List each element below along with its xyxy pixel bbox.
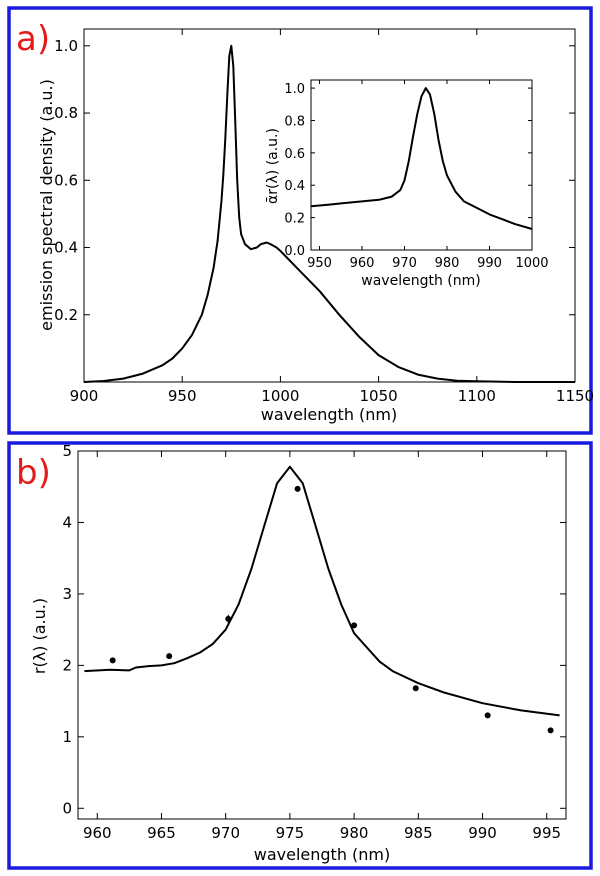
panel-a-xtick-label: 950 bbox=[168, 387, 197, 405]
measured-point bbox=[484, 712, 491, 719]
measured-point bbox=[166, 653, 173, 660]
panel-a-plot: 900 950 1000 1050 1100 1150 0.2 0.4 0.6 0.8 1.0 wa… bbox=[37, 28, 594, 424]
inset-ytick-label: 0.2 bbox=[284, 212, 305, 227]
inset-axes bbox=[310, 79, 533, 251]
panel-a-ylabel: emission spectral density (a.u.) bbox=[37, 79, 56, 331]
panel-a-xtick-label: 1000 bbox=[261, 387, 299, 405]
panel-b-xtick-label: 960 bbox=[83, 824, 112, 842]
panel-b-xtick-label: 985 bbox=[404, 824, 433, 842]
measured-point bbox=[351, 622, 358, 629]
panel-b-ytick-label: 1 bbox=[62, 728, 72, 746]
measured-point bbox=[109, 657, 116, 664]
inset-xtick-label: 950 bbox=[307, 256, 332, 271]
panel-b-xtick-label: 995 bbox=[532, 824, 561, 842]
measured-point bbox=[225, 615, 232, 622]
panel-a-ytick-label: 0.6 bbox=[54, 171, 78, 189]
panel-a-xtick-label: 1100 bbox=[458, 387, 496, 405]
emission-curve bbox=[83, 44, 575, 383]
panel-a-axes bbox=[83, 28, 576, 383]
inset-ylabel: ᾱr(λ) (a.u.) bbox=[265, 128, 281, 204]
panel-b-ytick-label: 0 bbox=[62, 799, 72, 817]
panel-b-ytick-label: 3 bbox=[62, 585, 72, 603]
inset-ytick-label: 0.0 bbox=[284, 244, 305, 259]
panel-b-xtick-label: 970 bbox=[211, 824, 240, 842]
panel-b-ytick-label: 2 bbox=[62, 656, 72, 674]
panel-a-xtick-label: 1150 bbox=[556, 387, 594, 405]
panel-a-ytick-label: 0.4 bbox=[54, 239, 78, 257]
panel-a-ticks: 900 950 1000 1050 1100 1150 0.2 0.4 0.6 0.8 1.0 bbox=[54, 29, 594, 405]
alpha-curve bbox=[310, 87, 533, 230]
panel-a-xtick-label: 1050 bbox=[360, 387, 398, 405]
panel-a-label: a) bbox=[16, 19, 50, 59]
inset-ytick-label: 0.6 bbox=[284, 147, 305, 162]
inset-xtick-label: 980 bbox=[435, 256, 460, 271]
panel-a-xtick-label: 900 bbox=[70, 387, 99, 405]
inset-ticks: 950 960 970 980 990 1000 0.0 0.2 0.4 0.6 0.8 1.0 bbox=[284, 80, 549, 271]
panel-b-ticks: 960 965 970 975 980 985 990 995 0 1 2 3 4 5 bbox=[62, 442, 566, 842]
panel-a-frame bbox=[7, 6, 593, 435]
panel-a-ytick-label: 1.0 bbox=[54, 37, 78, 55]
panel-a-ytick-label: 0.8 bbox=[54, 104, 78, 122]
panel-a-ytick-label: 0.2 bbox=[54, 306, 78, 324]
panel-b-xtick-label: 965 bbox=[147, 824, 176, 842]
panel-b-xtick-label: 990 bbox=[468, 824, 497, 842]
panel-b-ytick-label: 4 bbox=[62, 513, 72, 531]
inset-ytick-label: 0.8 bbox=[284, 114, 305, 129]
inset-ytick-label: 1.0 bbox=[284, 82, 305, 97]
measured-point bbox=[412, 685, 419, 692]
panel-b-xlabel: wavelength (nm) bbox=[254, 845, 391, 864]
panel-b-axes bbox=[77, 450, 567, 820]
inset-xtick-label: 990 bbox=[477, 256, 502, 271]
panel-b-label: b) bbox=[16, 453, 51, 493]
panel-b-ytick-label: 5 bbox=[62, 442, 72, 460]
model-curve bbox=[84, 465, 560, 717]
inset-xlabel: wavelength (nm) bbox=[361, 273, 480, 289]
panel-a-inset: 950 960 970 980 990 1000 0.0 0.2 0.4 0.6 0.8 1.0 wa… bbox=[265, 79, 549, 289]
measured-points bbox=[109, 485, 554, 734]
inset-xtick-label: 960 bbox=[350, 256, 375, 271]
inset-xtick-label: 1000 bbox=[515, 256, 548, 271]
inset-xtick-label: 970 bbox=[392, 256, 417, 271]
panel-b-xtick-label: 975 bbox=[276, 824, 305, 842]
panel-b-xtick-label: 980 bbox=[340, 824, 369, 842]
panel-a-xlabel: wavelength (nm) bbox=[261, 405, 398, 424]
inset-ytick-label: 0.4 bbox=[284, 179, 305, 194]
panel-b-plot: 960 965 970 975 980 985 990 995 0 1 2 3 4 5 wavelengt… bbox=[30, 442, 567, 864]
measured-point bbox=[294, 485, 301, 492]
measured-point bbox=[547, 727, 554, 734]
panel-b-ylabel: r(λ) (a.u.) bbox=[30, 598, 49, 674]
panel-b-frame bbox=[7, 441, 593, 870]
